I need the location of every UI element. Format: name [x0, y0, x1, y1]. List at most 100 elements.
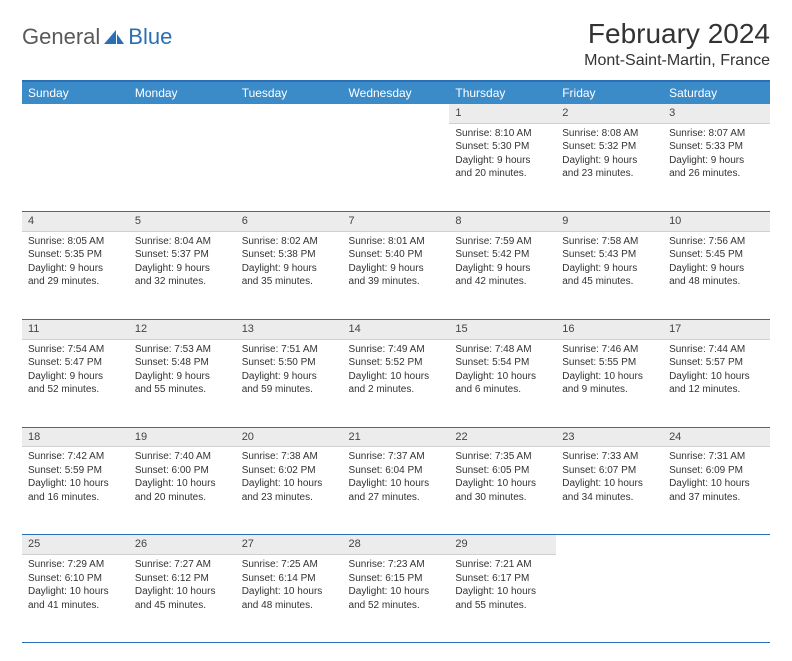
day-detail-cell: Sunrise: 8:04 AMSunset: 5:37 PMDaylight:… — [129, 231, 236, 319]
day-detail-line: Sunrise: 8:08 AM — [562, 127, 657, 141]
day-detail-line: Sunrise: 8:02 AM — [242, 235, 337, 249]
day-number-cell: 6 — [236, 211, 343, 231]
day-detail-cell: Sunrise: 7:44 AMSunset: 5:57 PMDaylight:… — [663, 339, 770, 427]
day-detail-line: and 45 minutes. — [562, 275, 657, 289]
day-detail-line: Sunset: 5:59 PM — [28, 464, 123, 478]
day-detail-line: Sunset: 5:47 PM — [28, 356, 123, 370]
day-detail-line: and 23 minutes. — [242, 491, 337, 505]
day-detail-line: and 55 minutes. — [135, 383, 230, 397]
day-detail-line: Sunrise: 7:44 AM — [669, 343, 764, 357]
day-detail-line: Sunset: 6:04 PM — [349, 464, 444, 478]
day-detail-line: Sunrise: 7:58 AM — [562, 235, 657, 249]
day-number-row: 18192021222324 — [22, 427, 770, 447]
day-detail-line: and 27 minutes. — [349, 491, 444, 505]
header: General Blue February 2024 Mont-Saint-Ma… — [22, 18, 770, 70]
day-detail-line: and 48 minutes. — [669, 275, 764, 289]
day-detail-line: Sunrise: 7:33 AM — [562, 450, 657, 464]
day-detail-line: Sunset: 5:52 PM — [349, 356, 444, 370]
day-number-cell: 29 — [449, 535, 556, 555]
day-number-cell: 24 — [663, 427, 770, 447]
day-detail-line: Sunrise: 8:01 AM — [349, 235, 444, 249]
day-detail-cell — [663, 555, 770, 643]
day-detail-line: Daylight: 10 hours — [242, 477, 337, 491]
day-detail-cell: Sunrise: 7:40 AMSunset: 6:00 PMDaylight:… — [129, 447, 236, 535]
day-detail-line: Daylight: 10 hours — [242, 585, 337, 599]
day-number-cell: 2 — [556, 104, 663, 123]
weekday-header: Wednesday — [343, 81, 450, 104]
day-detail-cell: Sunrise: 7:56 AMSunset: 5:45 PMDaylight:… — [663, 231, 770, 319]
day-number-cell: 23 — [556, 427, 663, 447]
day-detail-line: Daylight: 10 hours — [562, 370, 657, 384]
day-detail-cell: Sunrise: 7:53 AMSunset: 5:48 PMDaylight:… — [129, 339, 236, 427]
day-detail-line: and 41 minutes. — [28, 599, 123, 613]
day-detail-cell: Sunrise: 7:27 AMSunset: 6:12 PMDaylight:… — [129, 555, 236, 643]
day-detail-cell: Sunrise: 7:51 AMSunset: 5:50 PMDaylight:… — [236, 339, 343, 427]
day-number-cell — [129, 104, 236, 123]
day-detail-line: Sunset: 5:50 PM — [242, 356, 337, 370]
day-detail-line: and 59 minutes. — [242, 383, 337, 397]
day-detail-line: Daylight: 10 hours — [135, 477, 230, 491]
day-number-cell — [22, 104, 129, 123]
day-detail-line: Sunset: 6:05 PM — [455, 464, 550, 478]
day-detail-line: Sunrise: 7:54 AM — [28, 343, 123, 357]
day-detail-line: and 12 minutes. — [669, 383, 764, 397]
weekday-header: Friday — [556, 81, 663, 104]
day-detail-line: Daylight: 9 hours — [669, 262, 764, 276]
day-number-cell: 1 — [449, 104, 556, 123]
day-detail-line: Sunset: 5:37 PM — [135, 248, 230, 262]
day-detail-line: Daylight: 9 hours — [669, 154, 764, 168]
day-detail-line: and 52 minutes. — [349, 599, 444, 613]
day-detail-line: Sunset: 5:33 PM — [669, 140, 764, 154]
weekday-header: Thursday — [449, 81, 556, 104]
day-detail-cell — [556, 555, 663, 643]
day-detail-cell: Sunrise: 7:48 AMSunset: 5:54 PMDaylight:… — [449, 339, 556, 427]
day-detail-cell: Sunrise: 7:49 AMSunset: 5:52 PMDaylight:… — [343, 339, 450, 427]
day-detail-line: Sunset: 6:10 PM — [28, 572, 123, 586]
day-number-cell: 8 — [449, 211, 556, 231]
calendar-page: General Blue February 2024 Mont-Saint-Ma… — [0, 0, 792, 661]
day-detail-line: Sunset: 6:17 PM — [455, 572, 550, 586]
day-detail-line: Sunrise: 7:42 AM — [28, 450, 123, 464]
day-detail-line: Daylight: 9 hours — [242, 370, 337, 384]
day-detail-line: Sunrise: 7:27 AM — [135, 558, 230, 572]
day-detail-row: Sunrise: 7:42 AMSunset: 5:59 PM Daylight:… — [22, 447, 770, 535]
day-detail-line: Sunrise: 8:05 AM — [28, 235, 123, 249]
day-number-cell: 17 — [663, 319, 770, 339]
day-detail-line: Daylight: 10 hours — [455, 477, 550, 491]
day-detail-line: and 20 minutes. — [135, 491, 230, 505]
day-detail-line: Sunset: 6:15 PM — [349, 572, 444, 586]
day-detail-cell: Sunrise: 8:10 AMSunset: 5:30 PMDaylight:… — [449, 123, 556, 211]
day-detail-line: Sunrise: 7:48 AM — [455, 343, 550, 357]
day-detail-line: and 32 minutes. — [135, 275, 230, 289]
day-detail-line: and 45 minutes. — [135, 599, 230, 613]
day-detail-line: Daylight: 10 hours — [28, 585, 123, 599]
day-number-cell: 16 — [556, 319, 663, 339]
day-detail-line: Sunset: 5:30 PM — [455, 140, 550, 154]
day-detail-line: Sunset: 5:57 PM — [669, 356, 764, 370]
day-detail-line: and 39 minutes. — [349, 275, 444, 289]
day-detail-row: Sunrise: 8:10 AMSunset: 5:30 PMDaylight:… — [22, 123, 770, 211]
day-detail-line: Sunrise: 7:49 AM — [349, 343, 444, 357]
day-detail-cell: Sunrise: 7:46 AMSunset: 5:55 PMDaylight:… — [556, 339, 663, 427]
day-detail-line: and 20 minutes. — [455, 167, 550, 181]
day-detail-line: Sunrise: 7:38 AM — [242, 450, 337, 464]
day-detail-line: and 34 minutes. — [562, 491, 657, 505]
day-detail-cell: Sunrise: 7:58 AMSunset: 5:43 PMDaylight:… — [556, 231, 663, 319]
day-detail-line: Sunset: 6:02 PM — [242, 464, 337, 478]
logo-sail-icon — [102, 28, 126, 46]
day-detail-line: Sunset: 5:35 PM — [28, 248, 123, 262]
location-subtitle: Mont-Saint-Martin, France — [584, 52, 770, 70]
page-title: February 2024 — [584, 18, 770, 50]
day-number-row: 123 — [22, 104, 770, 123]
day-number-cell — [343, 104, 450, 123]
day-number-row: 2526272829 — [22, 535, 770, 555]
day-number-cell: 25 — [22, 535, 129, 555]
weekday-header: Saturday — [663, 81, 770, 104]
day-detail-line: and 55 minutes. — [455, 599, 550, 613]
day-detail-line: Daylight: 9 hours — [28, 262, 123, 276]
day-detail-cell: Sunrise: 7:35 AMSunset: 6:05 PMDaylight:… — [449, 447, 556, 535]
day-detail-cell: Sunrise: 7:21 AMSunset: 6:17 PMDaylight:… — [449, 555, 556, 643]
day-detail-line: Daylight: 9 hours — [135, 370, 230, 384]
day-detail-line: Daylight: 9 hours — [28, 370, 123, 384]
weekday-header: Tuesday — [236, 81, 343, 104]
